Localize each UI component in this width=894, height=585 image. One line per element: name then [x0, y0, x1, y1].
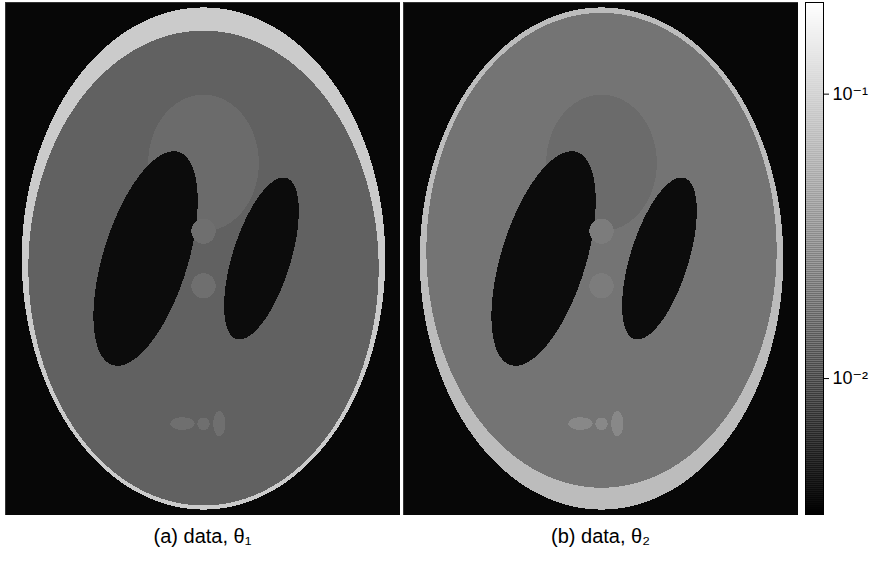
html-text:(a) data, θ₁: (a) data, θ₁	[153, 525, 252, 547]
html-text:(b) data, θ₂: (b) data, θ₂	[551, 525, 650, 547]
svg-text:10⁻²: 10⁻²	[833, 368, 869, 388]
svg-text:10⁻¹: 10⁻¹	[833, 84, 869, 104]
